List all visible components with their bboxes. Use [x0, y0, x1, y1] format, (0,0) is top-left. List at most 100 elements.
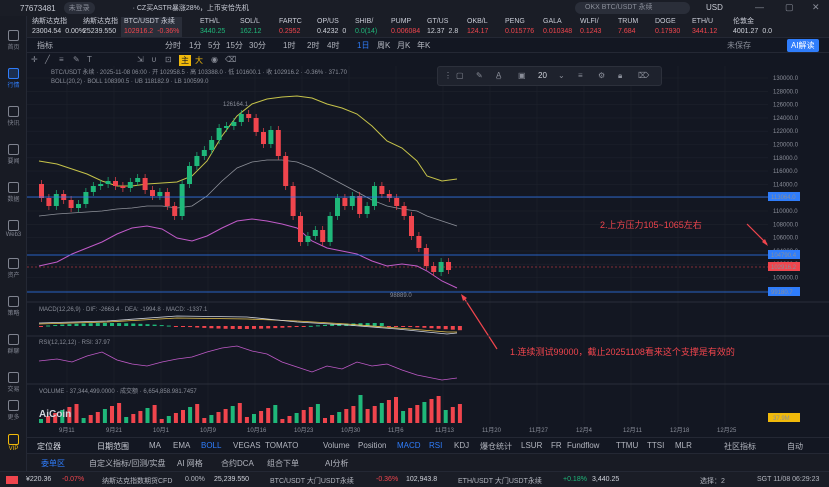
cursor-icon[interactable]: ✛ — [31, 55, 38, 64]
magnet-icon[interactable]: ∪ — [151, 55, 157, 64]
template-icon[interactable]: ▢ — [456, 71, 464, 80]
interval-2[interactable]: 5分 — [208, 41, 221, 50]
interval-3[interactable]: 15分 — [226, 41, 243, 50]
rail-trade[interactable]: 交易 — [0, 372, 27, 393]
bottom-tab-3[interactable]: 合约DCA — [221, 459, 254, 468]
rail-more[interactable]: 更多 — [0, 400, 27, 421]
rail-market[interactable]: 行情 — [0, 68, 27, 89]
rail-vip[interactable]: VIP — [0, 434, 27, 452]
login-pill[interactable]: 未登录 — [63, 2, 95, 14]
status-a-price[interactable]: ¥220.36 — [26, 476, 52, 483]
symbol-search-input[interactable]: OKX BTC/USDT 永续 — [575, 2, 690, 14]
trash-icon[interactable]: ⌫ — [225, 55, 237, 64]
maximize-button[interactable]: ▢ — [785, 2, 794, 12]
indicator-button[interactable]: 指标 — [37, 41, 53, 50]
rail-flash[interactable]: 快讯 — [0, 106, 27, 127]
sub-indicator-5[interactable]: 爆仓统计 — [480, 442, 512, 451]
settings-icon[interactable]: ⚙ — [598, 71, 606, 80]
font-size-select[interactable]: 20 — [538, 71, 547, 80]
ai-analyze-button[interactable]: AI解读 — [787, 39, 819, 52]
ticker-item[interactable]: GT/US 12.37 2.8 — [427, 17, 458, 37]
ticker-item[interactable]: 纳斯达克指 23004.54 0.00% — [32, 17, 85, 37]
sub-indicator-3[interactable]: RSI — [429, 441, 443, 450]
bottom-tab-4[interactable]: 组合下单 — [267, 459, 299, 468]
ticker-item[interactable]: SHIB/0.0(14) — [355, 17, 377, 37]
status-c-name[interactable]: BTC/USDT 大门USDT永续 — [270, 478, 354, 485]
interval-10[interactable]: 月K — [397, 41, 411, 50]
bottom-tab-5[interactable]: AI分析 — [325, 459, 349, 468]
big-toggle[interactable]: 大 — [195, 56, 203, 65]
price-chart[interactable]: 2.上方压力105~1065左右 1.连续测试99000，截止20251108看… — [27, 66, 829, 437]
bottom-tab-2[interactable]: AI 网格 — [177, 459, 203, 468]
sub-indicator-1[interactable]: Position — [358, 441, 387, 450]
indicator-3[interactable]: VEGAS — [233, 441, 261, 450]
currency-select[interactable]: USD — [706, 3, 723, 12]
ticker-item[interactable]: PENG 0.015776 — [505, 17, 534, 37]
delete-draw-icon[interactable]: ⌦ — [638, 71, 650, 80]
rail-chat[interactable]: 群聊 — [0, 334, 27, 355]
community-indicator-button[interactable]: 社区指标 — [724, 442, 756, 451]
interval-6[interactable]: 2时 — [307, 41, 320, 50]
ticker-item[interactable]: WLFI/0.1243 — [580, 17, 601, 37]
sub-indicator-2[interactable]: MACD — [397, 441, 421, 450]
ticker-item[interactable]: DOGE 0.17930 — [655, 17, 680, 37]
text-color-icon[interactable]: A̲ — [496, 71, 502, 80]
sub-indicator-4[interactable]: KDJ — [454, 441, 470, 450]
interval-11[interactable]: 年K — [417, 41, 431, 50]
bold-icon[interactable]: ≡ — [578, 71, 583, 80]
interval-0[interactable]: 分时 — [165, 41, 181, 50]
measure-icon[interactable]: ⇲ — [137, 55, 144, 64]
chevron-down-icon[interactable]: ⌄ — [558, 71, 565, 80]
status-b-name[interactable]: 纳斯达克指数期货CFD — [102, 478, 173, 485]
locator-button[interactable]: 定位器 — [37, 442, 61, 451]
sub-indicator-0[interactable]: Volume — [323, 441, 350, 450]
ticker-item[interactable]: BTC/USDT 永续 102916.2 -0.36% — [121, 17, 183, 37]
news-ticker[interactable]: · CZ买ASTR暴涨28%，上币安恰先机 — [132, 5, 249, 12]
eye-icon[interactable]: ◉ — [211, 55, 218, 64]
ticker-item[interactable]: FARTC 0.2952 — [279, 17, 302, 37]
rail-home[interactable]: 首页 — [0, 30, 27, 51]
rail-assets[interactable]: 资产 — [0, 258, 27, 279]
line-color-icon[interactable]: ✎ — [476, 71, 483, 80]
grip-icon[interactable]: ⋮ — [444, 71, 452, 80]
rail-news[interactable]: 要闻 — [0, 144, 27, 165]
main-chart-toggle[interactable]: 主 — [179, 55, 191, 66]
rail-data[interactable]: 数据 — [0, 182, 27, 203]
user-id[interactable]: 77673481 — [20, 3, 56, 13]
pen-tool-icon[interactable]: ✎ — [73, 55, 80, 64]
interval-4[interactable]: 30分 — [249, 41, 266, 50]
fib-tool-icon[interactable]: ≡ — [59, 55, 64, 64]
lock-icon[interactable]: ⊡ — [165, 55, 172, 64]
bottom-tab-1[interactable]: 自定义指标/回测/实盘 — [89, 459, 166, 468]
minimize-button[interactable]: — — [755, 2, 764, 12]
interval-8[interactable]: 1日 — [357, 41, 370, 50]
ticker-item[interactable]: 纳斯达克指 25239.550 — [83, 17, 118, 37]
indicator-2[interactable]: BOLL — [201, 441, 222, 450]
rail-web3[interactable]: Web3 — [0, 220, 27, 238]
sub-indicator-10[interactable]: TTSI — [647, 441, 665, 450]
ticker-item[interactable]: ETH/L 3440.25 — [200, 17, 225, 37]
indicator-0[interactable]: MA — [149, 441, 161, 450]
ticker-item[interactable]: OP/US 0.4232 0 — [317, 17, 346, 37]
ticker-item[interactable]: ETH/U 3441.12 — [692, 17, 717, 37]
status-d-name[interactable]: ETH/USDT 大门USDT永续 — [458, 478, 542, 485]
sub-indicator-9[interactable]: TTMU — [616, 441, 639, 450]
ticker-item[interactable]: PUMP 0.006084 — [391, 17, 420, 37]
sub-indicator-6[interactable]: LSUR — [521, 441, 543, 450]
rail-strategy[interactable]: 策略 — [0, 296, 27, 317]
ticker-item[interactable]: TRUM 7.684 — [618, 17, 638, 37]
ticker-item[interactable]: SOL/L 162.12 — [240, 17, 261, 37]
ticker-item[interactable]: GALA 0.010348 — [543, 17, 572, 37]
sub-indicator-8[interactable]: Fundflow — [567, 441, 600, 450]
line-tool-icon[interactable]: ╱ — [45, 55, 50, 64]
lock-draw-icon[interactable]: 🔒︎ — [618, 71, 623, 80]
interval-1[interactable]: 1分 — [189, 41, 202, 50]
indicator-1[interactable]: EMA — [173, 441, 191, 450]
fill-icon[interactable]: ▣ — [518, 71, 526, 80]
sub-indicator-11[interactable]: MLR — [675, 441, 692, 450]
ticker-item[interactable]: OKB/L 124.17 — [467, 17, 488, 37]
auto-toggle[interactable]: 自动 — [787, 442, 803, 451]
ticker-item[interactable]: 伦敦金 4001.27 0.0 — [733, 17, 772, 37]
text-tool-icon[interactable]: T — [87, 55, 92, 64]
interval-9[interactable]: 周K — [377, 41, 391, 50]
